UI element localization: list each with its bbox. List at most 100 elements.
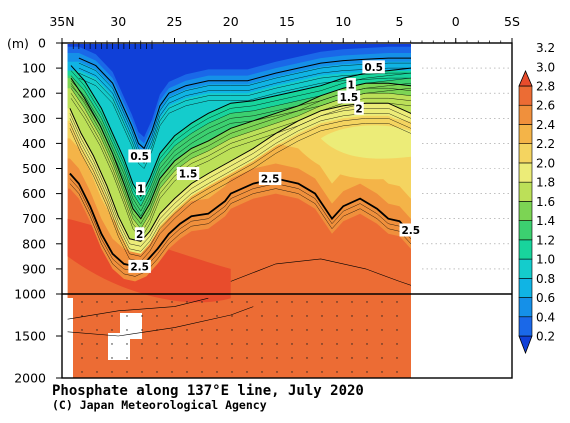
sample-dot xyxy=(261,371,263,373)
sample-dot xyxy=(231,315,233,317)
sample-dot xyxy=(291,371,293,373)
contour-label: 1 xyxy=(347,79,354,91)
contour-label: 2.5 xyxy=(261,174,280,186)
colorbar-label: 0.6 xyxy=(536,291,555,305)
sample-dot xyxy=(261,315,263,317)
sample-dot xyxy=(366,301,368,303)
sample-dot xyxy=(246,329,248,331)
sample-dot xyxy=(111,329,113,331)
contour-label-bg xyxy=(346,77,356,91)
sample-dot xyxy=(246,315,248,317)
colorbar-swatch xyxy=(518,239,533,260)
contour-label: 2 xyxy=(355,103,362,115)
colorbar-swatch xyxy=(518,278,533,298)
contour-label-bg xyxy=(128,259,151,273)
missing-data-blocks xyxy=(63,298,142,378)
colorbar-label: 0.2 xyxy=(536,330,555,344)
sample-dot xyxy=(306,371,308,373)
contour-minor xyxy=(69,178,411,272)
credit-text: (C) Japan Meteorological Agency xyxy=(52,398,267,412)
colorbar-label: 1.2 xyxy=(536,233,555,247)
fill-band-13 xyxy=(67,44,411,138)
sample-dot xyxy=(156,343,158,345)
sample-dot xyxy=(156,315,158,317)
y-tick-label: 400 xyxy=(22,136,46,151)
y-tick-label: 800 xyxy=(22,236,46,251)
sample-dot xyxy=(201,315,203,317)
sample-dot xyxy=(171,357,173,359)
sample-dot xyxy=(396,329,398,331)
sample-dot xyxy=(321,315,323,317)
sample-dot xyxy=(231,301,233,303)
sample-dot xyxy=(126,343,128,345)
sample-dot xyxy=(261,329,263,331)
sample-dot xyxy=(381,315,383,317)
sample-dot xyxy=(171,371,173,373)
sample-dot xyxy=(291,315,293,317)
sample-dot xyxy=(291,329,293,331)
contour-label: 0.5 xyxy=(364,62,383,74)
contour-label-bg xyxy=(128,149,151,163)
sample-dot xyxy=(396,371,398,373)
sample-dot xyxy=(351,301,353,303)
colorbar-arrow-low xyxy=(518,335,533,355)
contour-label: 1.5 xyxy=(179,169,198,181)
x-tick-label: 10 xyxy=(335,14,351,29)
sample-dot xyxy=(366,329,368,331)
sample-dot xyxy=(336,343,338,345)
sample-dot xyxy=(306,301,308,303)
colorbar-swatch xyxy=(518,85,533,106)
colorbar-label: 3.2 xyxy=(536,41,555,55)
sample-dot xyxy=(81,357,83,359)
sample-dot xyxy=(396,301,398,303)
colorbar-label: 2.8 xyxy=(536,80,555,94)
contour-minor xyxy=(69,118,411,257)
sample-dot xyxy=(351,371,353,373)
x-tick-label: 35N xyxy=(49,14,74,29)
sample-dot xyxy=(186,357,188,359)
sample-dot xyxy=(231,371,233,373)
colorbar-label: 1.6 xyxy=(536,195,555,209)
sample-dot xyxy=(381,357,383,359)
contour-label-bg xyxy=(354,101,364,115)
contour-label: 2 xyxy=(136,229,143,241)
sample-dot xyxy=(171,301,173,303)
sample-dot xyxy=(276,315,278,317)
sample-dot xyxy=(111,315,113,317)
contour-2.5 xyxy=(69,172,411,268)
x-axis: 35N 30 25 20 15 10 5 0 5S xyxy=(49,14,520,49)
colorbar-swatch xyxy=(518,201,533,221)
sample-dot xyxy=(141,315,143,317)
sample-dot xyxy=(186,301,188,303)
sample-dot xyxy=(231,329,233,331)
sample-dot xyxy=(306,357,308,359)
sample-dot xyxy=(366,357,368,359)
sample-dot xyxy=(246,343,248,345)
missing-data-block xyxy=(120,313,142,339)
contour-label-bg xyxy=(337,90,361,104)
sample-dot xyxy=(276,329,278,331)
fill-level-2.0-pocket xyxy=(320,125,411,159)
colorbar-swatch xyxy=(518,297,533,318)
missing-data-block xyxy=(108,333,130,360)
sample-dot xyxy=(306,315,308,317)
sample-dot xyxy=(366,343,368,345)
contour-label: 2.5 xyxy=(130,261,149,273)
sample-dot xyxy=(351,357,353,359)
sample-dot xyxy=(171,329,173,331)
sample-dot xyxy=(261,343,263,345)
colorbar-label: 1.4 xyxy=(536,214,555,228)
sample-dot xyxy=(111,357,113,359)
sample-points xyxy=(81,301,398,373)
sample-dot xyxy=(396,315,398,317)
sample-dot xyxy=(381,301,383,303)
sample-dot xyxy=(276,357,278,359)
contour-1 xyxy=(70,65,411,198)
colorbar-label: 3.0 xyxy=(536,60,555,74)
sample-dot xyxy=(186,329,188,331)
colorbar-swatch xyxy=(518,124,533,144)
colorbar-label: 0.8 xyxy=(536,272,555,286)
contour-label: 1 xyxy=(137,184,144,196)
sample-dot xyxy=(396,357,398,359)
